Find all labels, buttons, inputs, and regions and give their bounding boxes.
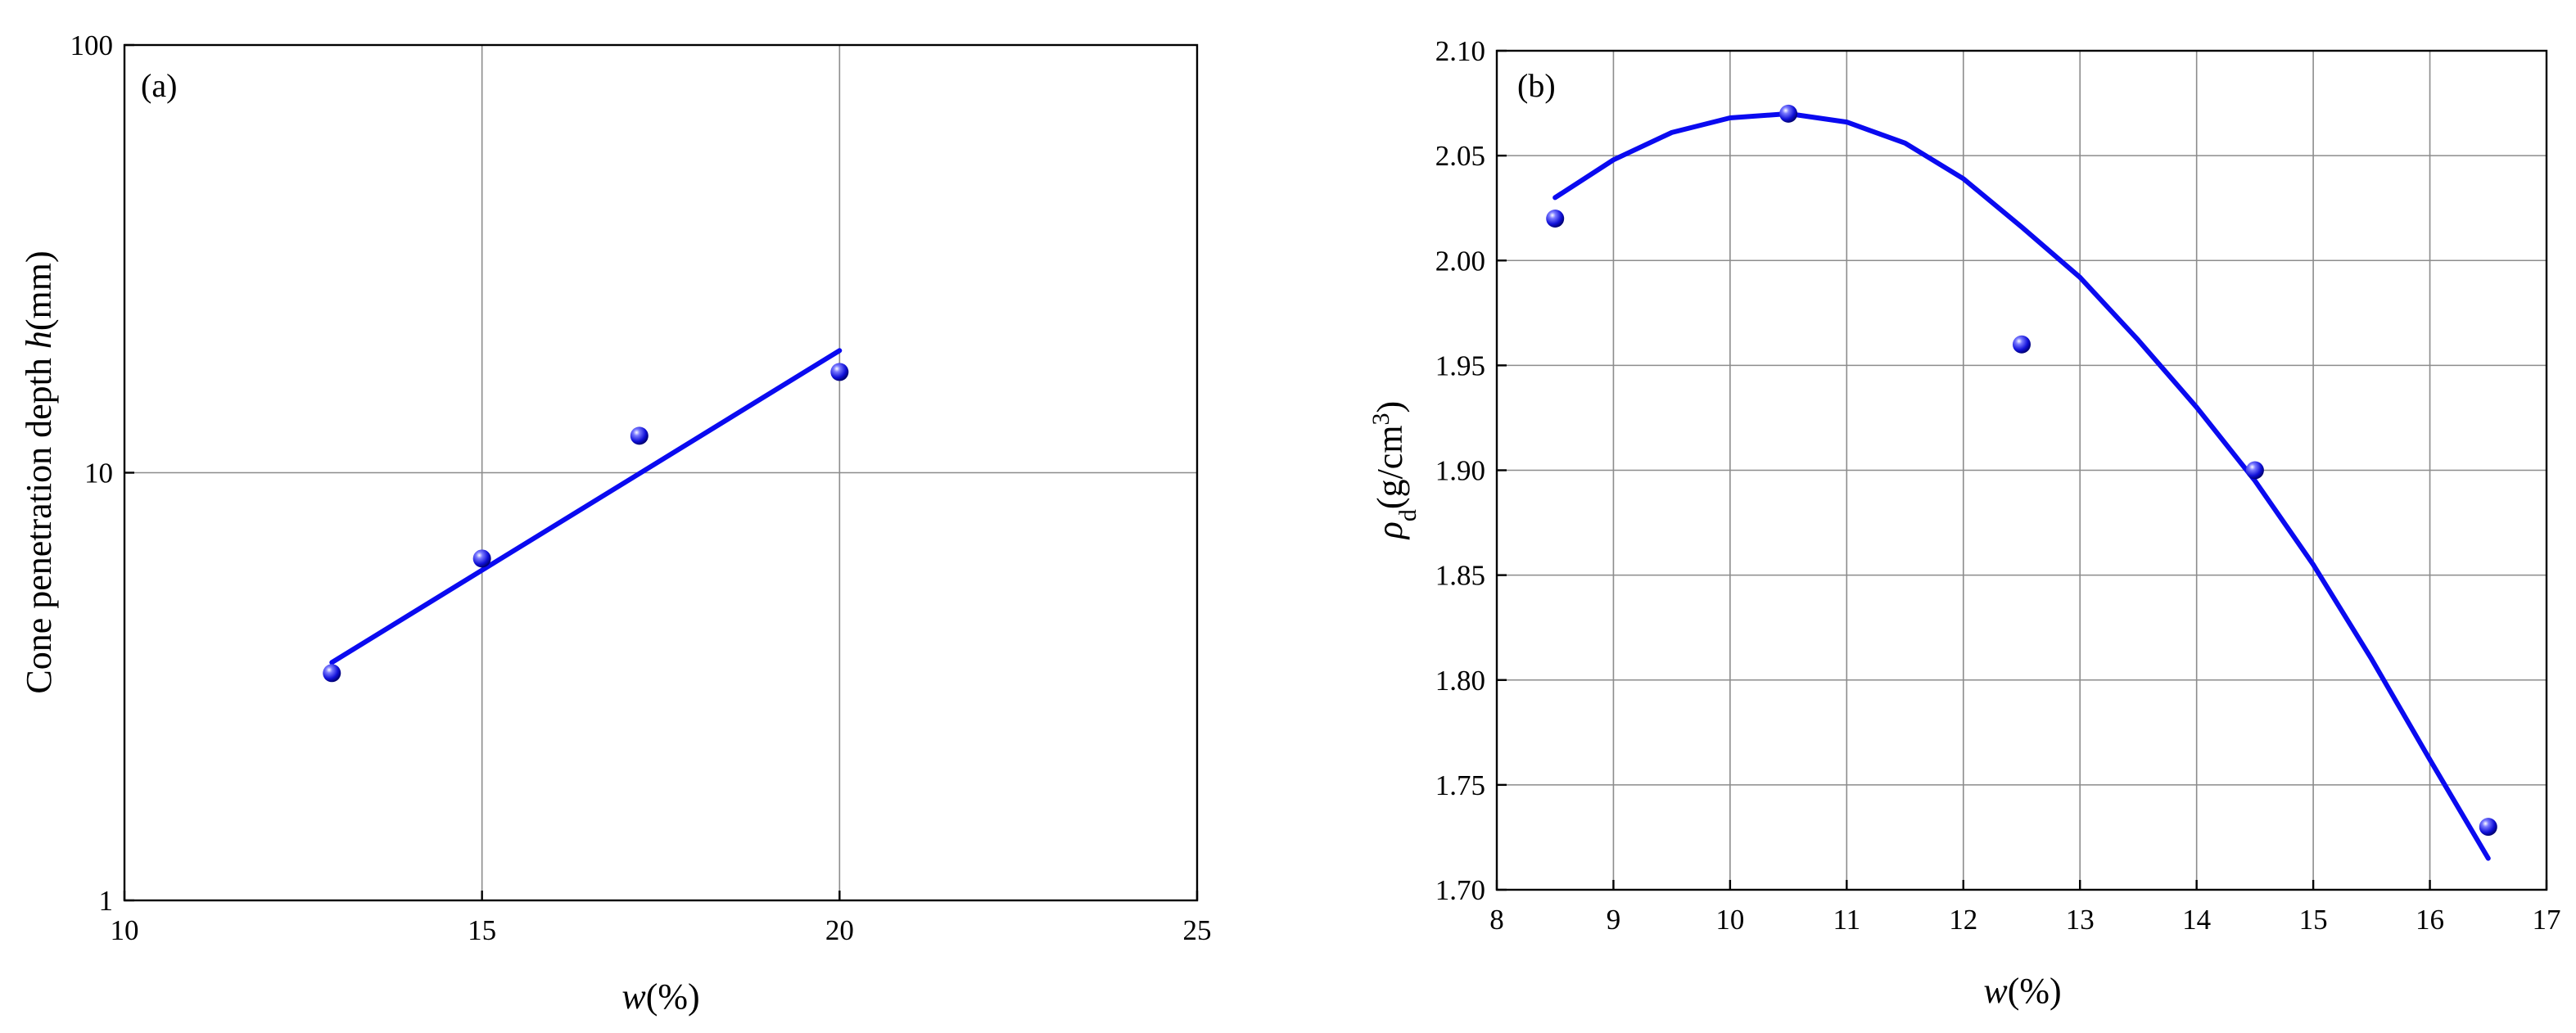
panel-b-y-axis-unit: (g/cm xyxy=(1370,425,1410,509)
panel-a-y-tick-label: 10 xyxy=(84,458,113,489)
panel-b-y-tick-label: 2.05 xyxy=(1435,140,1485,172)
panel-a-y-axis-var: h xyxy=(19,331,59,349)
panel-a-fit-line xyxy=(329,348,843,665)
panel-b-x-axis-unit: (%) xyxy=(2008,971,2062,1011)
panel-b-y-tick-label: 1.75 xyxy=(1435,769,1485,801)
panel-b-x-tick-label: 13 xyxy=(2066,904,2095,936)
panel-b-x-tick-label: 10 xyxy=(1715,904,1744,936)
panel-b-x-tick-label: 11 xyxy=(1833,904,1860,936)
panel-a-data-point xyxy=(830,363,849,381)
panel-b-y-axis-subscript: d xyxy=(1394,509,1421,521)
panel-b-data-point xyxy=(2013,335,2031,354)
panel-b-y-tick-label: 1.85 xyxy=(1435,560,1485,592)
panel-b-axis-ticks xyxy=(1495,49,2548,891)
panel-b-y-tick-label: 2.10 xyxy=(1435,35,1485,67)
panel-a-data-point xyxy=(630,426,649,445)
panel-a-data-points xyxy=(323,363,849,683)
panel-b-x-tick-label: 9 xyxy=(1607,904,1621,936)
panel-b-x-tick-label: 16 xyxy=(2416,904,2444,936)
panel-b-y-axis-superscript: 3 xyxy=(1367,413,1394,425)
panel-b-y-tick-label: 1.90 xyxy=(1435,455,1485,487)
panel-b-x-tick-label: 14 xyxy=(2182,904,2211,936)
panel-b-x-tick-label: 8 xyxy=(1489,904,1504,936)
panel-b-x-tick-label: 17 xyxy=(2533,904,2561,936)
panel-a-y-tick-labels: 1 10 100 xyxy=(70,29,114,917)
panel-a-x-tick-labels: 10 15 20 25 xyxy=(111,914,1212,946)
panel-b-chart: 8 9 10 11 12 13 14 15 16 17 1.701.751.801.851.901… xyxy=(1367,35,2561,1011)
panel-b-y-axis-close: ) xyxy=(1370,401,1410,413)
panel-a-x-tick-label: 10 xyxy=(111,914,139,946)
panel-b-y-axis-title: ρd(g/cm3) xyxy=(1367,401,1421,540)
panel-b-x-axis-var: w xyxy=(1983,971,2008,1011)
panel-a-y-axis-title: Cone penetration depth h(mm) xyxy=(19,250,59,693)
panel-b-y-tick-label: 1.95 xyxy=(1435,350,1485,381)
panel-b-x-axis-title: w(%) xyxy=(1983,971,2061,1011)
panel-b-y-tick-label: 2.00 xyxy=(1435,245,1485,277)
panel-b-y-axis-var: ρ xyxy=(1370,521,1410,540)
panel-b-y-tick-label: 1.80 xyxy=(1435,665,1485,697)
panel-a-y-axis-unit: (mm) xyxy=(19,250,59,331)
panel-a-data-point xyxy=(323,664,341,683)
panel-b-data-point xyxy=(1546,210,1565,228)
panel-a-axis-ticks xyxy=(123,43,1199,902)
panel-a-x-tick-label: 15 xyxy=(468,914,496,946)
panel-b-fit-curve xyxy=(1552,111,2491,861)
panel-b-x-tick-label: 15 xyxy=(2299,904,2328,936)
panel-a-x-axis-unit: (%) xyxy=(646,977,700,1017)
panel-a-x-axis-title: w(%) xyxy=(621,977,699,1017)
panel-a-y-tick-label: 1 xyxy=(99,885,114,917)
panel-a-gridlines xyxy=(124,45,1197,900)
panel-b-data-point xyxy=(2479,818,2497,837)
panel-a-x-tick-label: 25 xyxy=(1183,914,1212,946)
panel-b-gridlines xyxy=(1497,51,2547,890)
panel-a-x-tick-label: 20 xyxy=(825,914,854,946)
panel-b-data-point xyxy=(2245,461,2264,480)
panel-b-label: (b) xyxy=(1517,67,1556,104)
panel-a-y-tick-label: 100 xyxy=(70,29,114,61)
panel-a-x-axis-var: w xyxy=(621,977,646,1017)
panel-a-y-axis-main: Cone penetration depth xyxy=(19,349,59,694)
panel-a-label: (a) xyxy=(141,67,177,104)
panel-b-x-tick-labels: 8 9 10 11 12 13 14 15 16 17 xyxy=(1489,904,2560,936)
panel-b-data-point xyxy=(1779,104,1798,123)
panel-b-y-tick-labels: 1.70 1.75 1.80 1.85 1.90 1.95 2.00 2.05 2.10 xyxy=(1435,35,1485,906)
panel-b-data-points xyxy=(1546,104,2497,837)
panel-b-x-tick-label: 12 xyxy=(1949,904,1977,936)
panel-a-data-point xyxy=(472,549,491,568)
panel-b-y-tick-label: 1.70 xyxy=(1435,874,1485,906)
